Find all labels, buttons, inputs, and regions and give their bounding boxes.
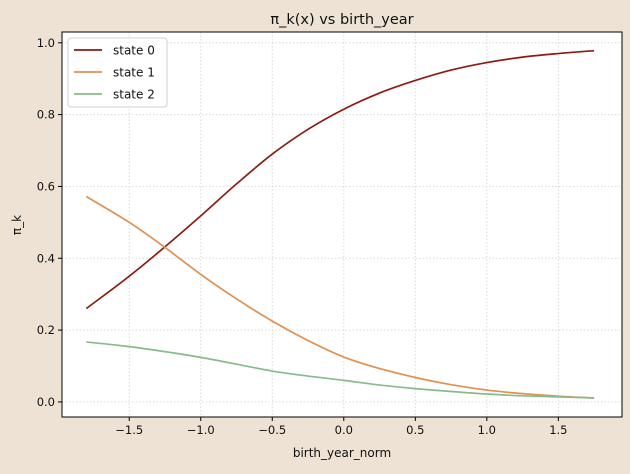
chart-title: π_k(x) vs birth_year (270, 12, 413, 28)
legend-box (67, 37, 168, 108)
series-line-state-2 (86, 341, 595, 399)
legend-label-state-1: state 1 (113, 66, 155, 80)
y-tick-label: 0.4 (37, 251, 55, 265)
axes-frame (61, 31, 623, 418)
legend-label-state-0: state 0 (113, 44, 155, 58)
x-tick-label: 0.5 (406, 423, 424, 437)
x-tick-label: 1.0 (478, 423, 496, 437)
x-tick-label: −0.5 (258, 423, 286, 437)
x-tick-label: 1.5 (549, 423, 567, 437)
x-ticks: −1.5 −1.0 −0.5 0.0 0.5 1.0 1.5 (115, 417, 567, 437)
legend: state 0 state 1 state 2 (67, 37, 168, 108)
legend-label-state-2: state 2 (113, 88, 155, 102)
series-line-state-0 (85, 49, 595, 310)
y-tick-label: 1.0 (37, 36, 55, 50)
y-axis-label: π_k (10, 215, 24, 235)
x-tick-label: −1.0 (187, 423, 215, 437)
y-tick-label: 0.2 (37, 323, 55, 337)
y-tick-label: 0.8 (37, 108, 55, 122)
series-lines (85, 49, 595, 399)
y-tick-label: 0.6 (37, 179, 55, 193)
grid (62, 32, 622, 417)
x-tick-label: 0.0 (335, 423, 353, 437)
x-tick-label: −1.5 (115, 423, 143, 437)
y-ticks: 0.0 0.2 0.4 0.6 0.8 1.0 (37, 36, 62, 409)
x-axis-label: birth_year_norm (293, 446, 391, 460)
series-line-state-1 (85, 195, 595, 399)
y-tick-label: 0.0 (37, 395, 55, 409)
